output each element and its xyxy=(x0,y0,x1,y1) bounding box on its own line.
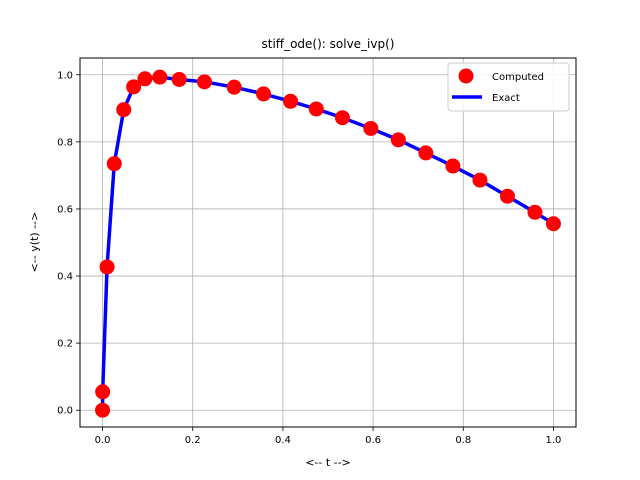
y-tick-label: 0.2 xyxy=(57,339,73,350)
computed-point xyxy=(152,69,168,85)
computed-point xyxy=(418,145,434,161)
chart-title: stiff_ode(): solve_ivp() xyxy=(262,37,395,51)
computed-point xyxy=(196,74,212,90)
computed-point xyxy=(95,402,111,418)
computed-point xyxy=(283,93,299,109)
computed-point xyxy=(545,216,561,232)
legend-computed-label: Computed xyxy=(492,72,544,83)
legend-computed-marker xyxy=(458,68,474,84)
y-tick-label: 0.6 xyxy=(57,204,73,215)
legend: Computed Exact xyxy=(447,62,570,112)
x-tick-label: 0.6 xyxy=(365,435,381,446)
y-tick-label: 1.0 xyxy=(57,70,73,81)
x-axis-label: <-- t --> xyxy=(305,456,351,469)
legend-box xyxy=(447,62,570,112)
computed-point xyxy=(95,384,111,400)
computed-point xyxy=(527,204,543,220)
computed-point xyxy=(308,101,324,117)
computed-point xyxy=(445,158,461,174)
computed-point xyxy=(126,79,142,95)
computed-point xyxy=(334,110,350,126)
computed-markers-layer xyxy=(95,69,561,418)
grid xyxy=(80,58,576,427)
legend-exact-label: Exact xyxy=(492,93,520,104)
y-axis-label: <-- y(t) --> xyxy=(28,212,41,273)
y-tick-label: 0.4 xyxy=(57,272,73,283)
computed-point xyxy=(256,86,272,102)
computed-point xyxy=(390,132,406,148)
x-tick-label: 0.2 xyxy=(185,435,201,446)
x-axis-ticks: 0.0 0.2 0.4 0.6 0.8 1.0 xyxy=(95,427,562,446)
computed-point xyxy=(99,259,115,275)
computed-point xyxy=(116,102,132,118)
computed-point xyxy=(171,71,187,87)
computed-point xyxy=(472,172,488,188)
x-tick-label: 0.8 xyxy=(455,435,471,446)
computed-point xyxy=(226,79,242,95)
computed-point xyxy=(106,156,122,172)
y-tick-label: 0.8 xyxy=(57,137,73,148)
computed-point xyxy=(363,120,379,136)
computed-point xyxy=(499,188,515,204)
computed-point xyxy=(137,71,153,87)
plot-frame xyxy=(79,57,577,428)
x-tick-label: 0.4 xyxy=(275,435,291,446)
y-axis-ticks: 0.0 0.2 0.4 0.6 0.8 1.0 xyxy=(57,70,80,417)
y-tick-label: 0.0 xyxy=(57,406,73,417)
x-tick-label: 1.0 xyxy=(546,435,562,446)
x-tick-label: 0.0 xyxy=(95,435,111,446)
